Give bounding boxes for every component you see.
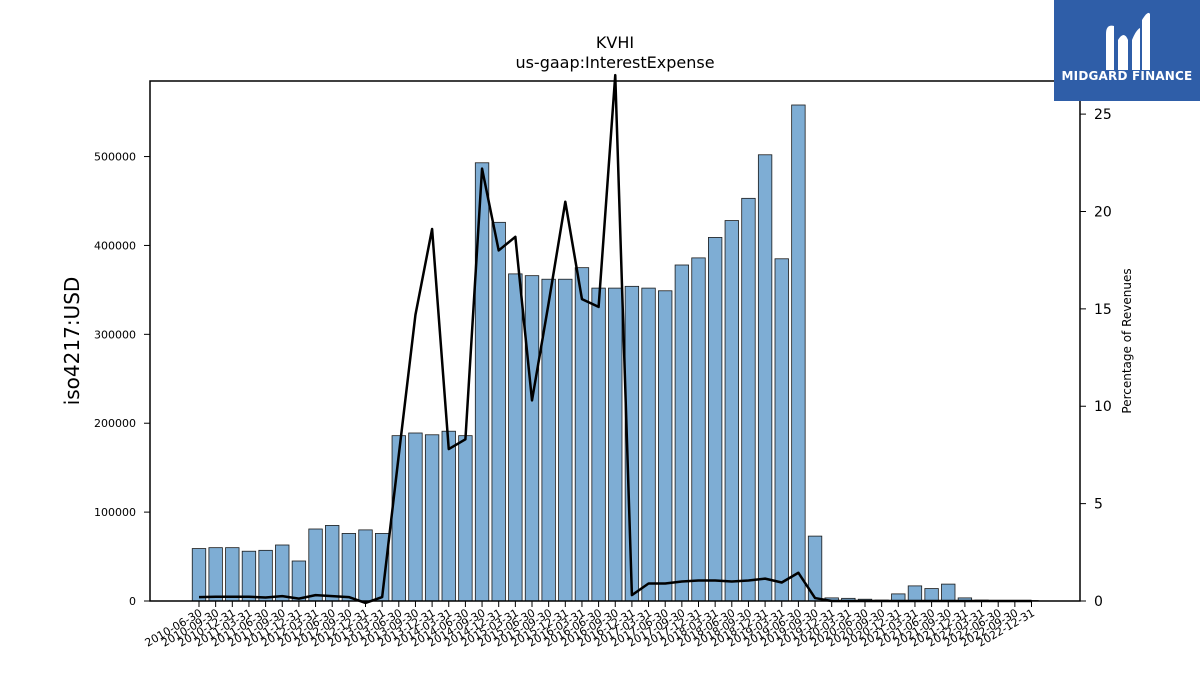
bar-2017-12-31 bbox=[691, 257, 706, 602]
bar-2014-12-31 bbox=[491, 221, 506, 602]
bar-2016-03-31 bbox=[574, 267, 590, 602]
bar-2015-06-30 bbox=[524, 275, 540, 602]
bar-2016-09-30 bbox=[608, 287, 623, 602]
y2-tick-label: 0 bbox=[1094, 594, 1103, 610]
bar-2021-09-30 bbox=[941, 583, 956, 602]
y-tick-label: 500000 bbox=[94, 151, 136, 164]
bar-2018-06-30 bbox=[724, 220, 739, 602]
chart-subtitle: us-gaap:InterestExpense bbox=[515, 53, 714, 72]
bar-2012-09-30 bbox=[341, 533, 357, 602]
bar-2018-12-31 bbox=[757, 154, 773, 602]
bar-2014-06-30 bbox=[458, 435, 473, 602]
y2-axis-ticks: 0 5 10 15 20 25 bbox=[1080, 107, 1112, 610]
bar-2017-03-31 bbox=[641, 287, 656, 602]
bar-2010-12-31 bbox=[225, 547, 240, 602]
bar-2011-06-30 bbox=[258, 549, 273, 602]
bar-2019-06-30 bbox=[791, 104, 806, 602]
bar-2013-09-30 bbox=[408, 432, 423, 602]
logo-text: MIDGARD FINANCE bbox=[1061, 69, 1193, 83]
logo: MIDGARD FINANCE bbox=[1054, 0, 1200, 101]
y-axis-ticks: 0 100000 200000 300000 400000 500000 bbox=[94, 151, 150, 608]
chart-title: KVHI bbox=[596, 33, 634, 52]
y-tick-label: 200000 bbox=[94, 417, 136, 430]
x-axis-ticks: 2010-06-302010-09-302010-12-312011-03-31… bbox=[143, 601, 1037, 650]
bar-2016-06-30 bbox=[591, 287, 606, 602]
bar-2015-12-31 bbox=[558, 278, 573, 602]
y2-tick-label: 10 bbox=[1094, 399, 1112, 415]
bar-2019-03-31 bbox=[774, 258, 789, 602]
y2-tick-label: 5 bbox=[1094, 497, 1103, 513]
bar-2011-03-31 bbox=[241, 550, 257, 602]
bar-2011-12-31 bbox=[291, 560, 307, 602]
y-tick-label: 300000 bbox=[94, 328, 136, 341]
y-axis-label: iso4217:USD bbox=[60, 277, 84, 406]
y2-axis-label: Percentage of Revenues bbox=[1120, 268, 1134, 413]
bar-2015-03-31 bbox=[508, 273, 523, 602]
bar-2012-03-31 bbox=[308, 528, 323, 602]
bar-2012-06-30 bbox=[325, 525, 340, 602]
y-tick-label: 400000 bbox=[94, 239, 136, 252]
bar-2012-12-31 bbox=[358, 529, 373, 602]
y-tick-label: 100000 bbox=[94, 506, 136, 519]
y-tick-label: 0 bbox=[129, 595, 136, 608]
y2-tick-label: 15 bbox=[1094, 302, 1112, 318]
logo-mark-icon bbox=[1106, 12, 1150, 70]
bar-2010-06-30 bbox=[191, 548, 207, 602]
bar-2017-09-30 bbox=[674, 264, 689, 602]
bar-2013-12-31 bbox=[424, 434, 440, 602]
bar-2010-09-30 bbox=[208, 547, 223, 602]
bar-2021-03-31 bbox=[907, 585, 923, 602]
bar-2017-06-30 bbox=[658, 290, 673, 602]
bar-series bbox=[191, 104, 1039, 602]
y2-tick-label: 25 bbox=[1094, 107, 1112, 123]
bar-2014-03-31 bbox=[441, 430, 456, 602]
bar-2018-03-31 bbox=[708, 237, 723, 602]
bar-2011-09-30 bbox=[275, 544, 290, 602]
y2-tick-label: 20 bbox=[1094, 204, 1112, 220]
bar-2018-09-30 bbox=[741, 197, 756, 602]
bar-2021-06-30 bbox=[924, 588, 939, 602]
